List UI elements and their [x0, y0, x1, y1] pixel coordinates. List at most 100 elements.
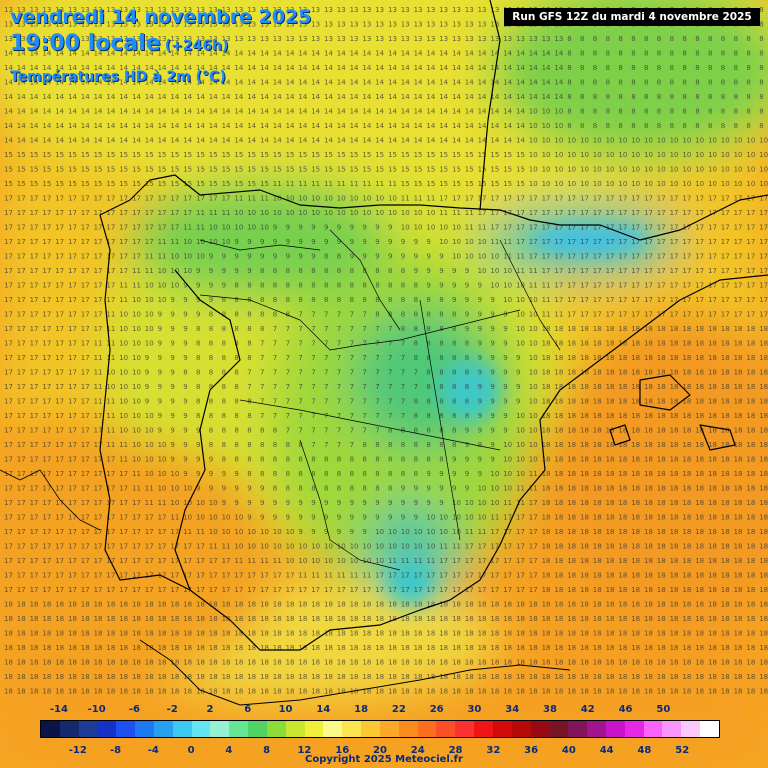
grid-value: 14 [554, 93, 563, 101]
grid-value: 15 [490, 180, 499, 188]
grid-value: 14 [426, 93, 435, 101]
grid-value: 9 [311, 224, 315, 232]
grid-value: 18 [324, 644, 333, 652]
grid-value: 10 [567, 180, 576, 188]
grid-value: 18 [759, 456, 768, 464]
grid-value: 17 [4, 238, 13, 246]
grid-value: 18 [516, 644, 525, 652]
grid-value: 9 [490, 340, 494, 348]
grid-value: 10 [414, 543, 423, 551]
grid-value: 18 [746, 398, 755, 406]
grid-value: 17 [30, 427, 39, 435]
grid-value: 8 [606, 93, 610, 101]
grid-value: 9 [222, 267, 226, 275]
grid-value: 14 [170, 93, 179, 101]
grid-value: 18 [516, 673, 525, 681]
grid-value: 14 [273, 64, 282, 72]
grid-value: 7 [350, 427, 354, 435]
grid-value: 14 [260, 108, 269, 116]
grid-value: 10 [273, 195, 282, 203]
grid-value: 9 [350, 238, 354, 246]
grid-value: 14 [350, 122, 359, 130]
grid-value: 17 [94, 470, 103, 478]
grid-value: 17 [170, 224, 179, 232]
grid-value: 9 [503, 369, 507, 377]
grid-value: 13 [42, 6, 51, 14]
grid-value: 13 [81, 35, 90, 43]
grid-value: 18 [554, 557, 563, 565]
grid-value: 18 [644, 572, 653, 580]
grid-value: 17 [695, 296, 704, 304]
grid-value: 17 [30, 557, 39, 565]
grid-value: 14 [503, 50, 512, 58]
legend-swatch [530, 721, 550, 737]
grid-value: 13 [222, 6, 231, 14]
grid-value: 14 [478, 108, 487, 116]
grid-value: 8 [222, 340, 226, 348]
grid-value: 18 [618, 543, 627, 551]
grid-value: 7 [362, 383, 366, 391]
grid-value: 8 [209, 383, 213, 391]
grid-value: 18 [42, 615, 51, 623]
grid-value: 18 [734, 688, 743, 696]
grid-value: 9 [158, 412, 162, 420]
temperature-values: 13 13 13 13 13 13 13 13 13 13 13 13 13 13 13 13 13 13 13 13… [4, 6, 768, 696]
grid-value: 18 [593, 441, 602, 449]
grid-value: 7 [362, 427, 366, 435]
grid-value: 9 [439, 485, 443, 493]
grid-value: 18 [542, 456, 551, 464]
grid-value: 14 [452, 137, 461, 145]
grid-value: 8 [670, 122, 674, 130]
grid-value: 17 [618, 296, 627, 304]
grid-value: 17 [42, 369, 51, 377]
grid-value: 17 [68, 267, 77, 275]
grid-value: 13 [260, 21, 269, 29]
grid-value: 11 [388, 557, 397, 565]
grid-value: 18 [311, 644, 320, 652]
grid-value: 18 [580, 398, 589, 406]
grid-value: 18 [503, 601, 512, 609]
grid-value: 18 [682, 485, 691, 493]
grid-value: 9 [414, 267, 418, 275]
grid-value: 8 [746, 108, 750, 116]
grid-value: 14 [375, 50, 384, 58]
grid-value: 14 [401, 79, 410, 87]
grid-value: 11 [273, 557, 282, 565]
grid-value: 17 [132, 238, 141, 246]
grid-value: 17 [17, 514, 26, 522]
grid-value: 17 [478, 195, 487, 203]
grid-value: 17 [695, 311, 704, 319]
grid-value: 8 [580, 93, 584, 101]
grid-value: 10 [452, 253, 461, 261]
grid-value: 17 [452, 572, 461, 580]
grid-value: 17 [81, 195, 90, 203]
grid-value: 10 [158, 296, 167, 304]
grid-value: 9 [145, 369, 149, 377]
grid-value: 17 [490, 528, 499, 536]
grid-value: 14 [414, 93, 423, 101]
grid-value: 18 [554, 325, 563, 333]
grid-value: 14 [388, 79, 397, 87]
grid-value: 8 [273, 470, 277, 478]
grid-value: 18 [55, 673, 64, 681]
grid-value: 18 [580, 615, 589, 623]
grid-value: 18 [542, 659, 551, 667]
grid-value: 8 [414, 427, 418, 435]
grid-value: 7 [350, 325, 354, 333]
grid-value: 13 [94, 21, 103, 29]
grid-value: 18 [68, 673, 77, 681]
grid-value: 9 [286, 514, 290, 522]
grid-value: 18 [567, 354, 576, 362]
grid-value: 8 [388, 456, 392, 464]
grid-value: 14 [119, 79, 128, 87]
grid-value: 17 [145, 572, 154, 580]
grid-value: 17 [618, 253, 627, 261]
grid-value: 18 [682, 514, 691, 522]
grid-value: 17 [94, 441, 103, 449]
grid-value: 17 [708, 209, 717, 217]
grid-value: 10 [746, 180, 755, 188]
grid-value: 13 [452, 35, 461, 43]
grid-value: 9 [439, 499, 443, 507]
grid-value: 10 [593, 137, 602, 145]
color-scale-legend [40, 720, 720, 738]
